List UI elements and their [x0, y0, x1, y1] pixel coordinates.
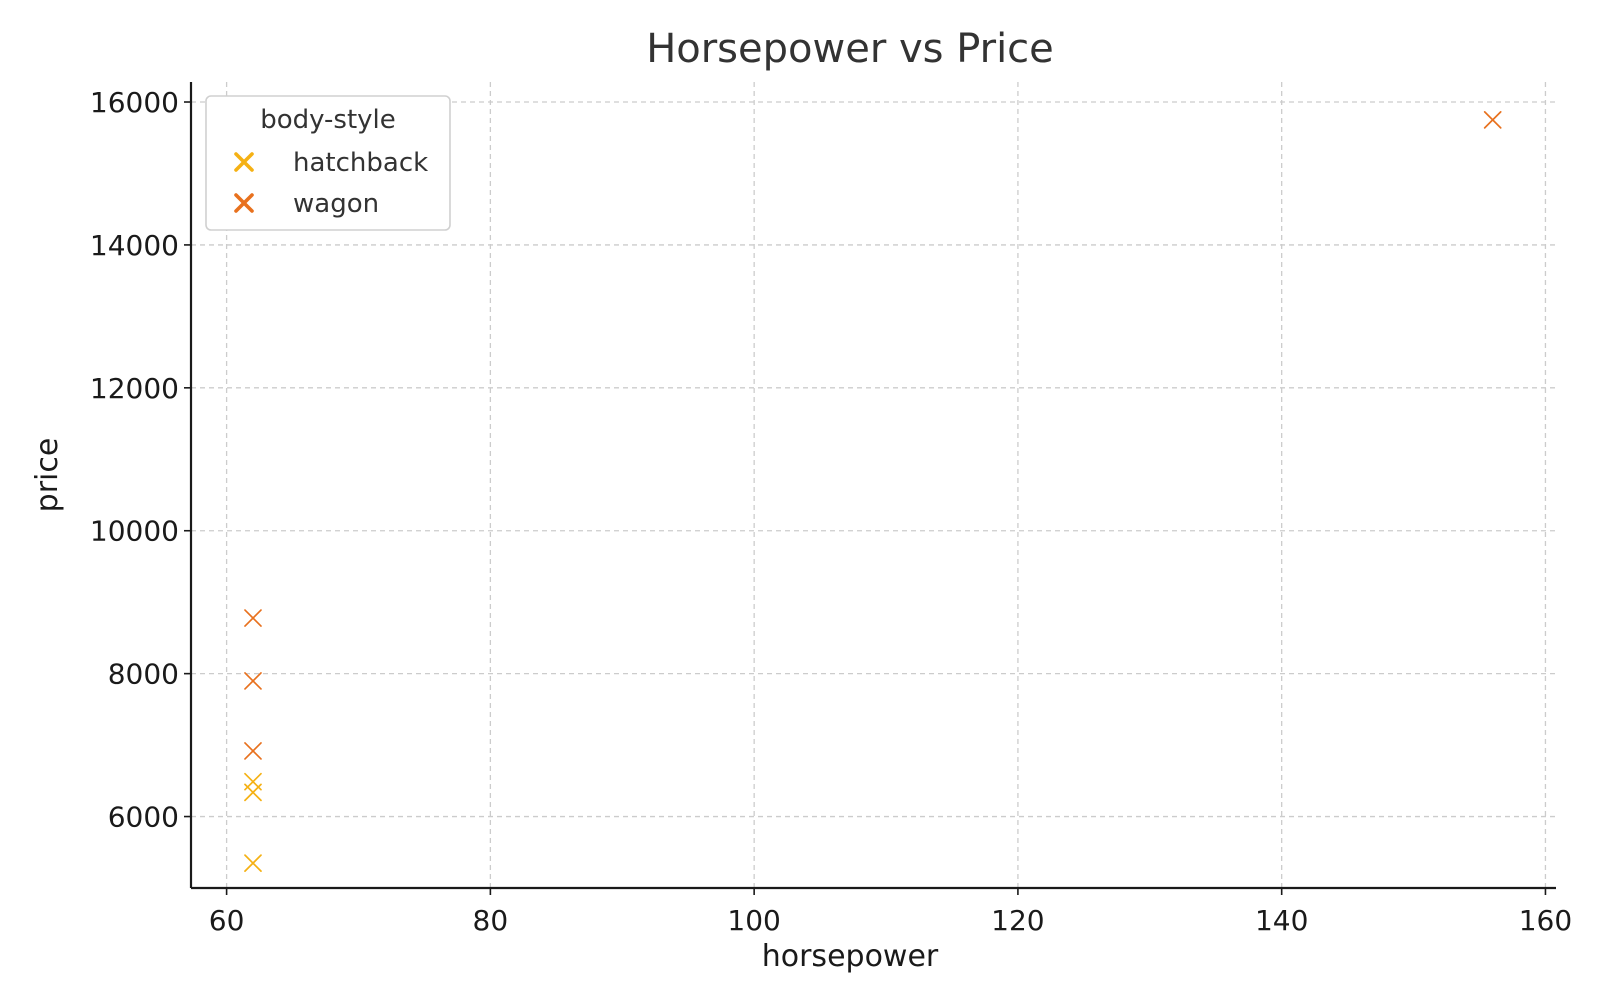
legend-title: body-style	[260, 105, 396, 135]
x-tick-label: 60	[209, 904, 245, 937]
y-tick-label: 12000	[90, 372, 179, 405]
data-points	[244, 111, 1502, 872]
legend-marker-wagon	[234, 193, 254, 213]
x-tick-label: 140	[1255, 904, 1308, 937]
y-axis-title: price	[30, 438, 65, 513]
data-point-hatchback	[244, 854, 262, 872]
data-point-wagon	[244, 609, 262, 627]
y-tick-label: 10000	[90, 515, 179, 548]
x-axis-title: horsepower	[762, 939, 939, 974]
data-point-wagon	[244, 742, 262, 760]
y-tick-label: 6000	[108, 801, 179, 834]
x-tick-label: 100	[727, 904, 780, 937]
data-point-wagon	[1483, 111, 1502, 129]
legend-label-wagon: wagon	[293, 189, 379, 219]
tick-labels: 60 80 100 120 140 160 6000 8000 10000 12000 14000 1…	[90, 86, 1572, 937]
x-tick-label: 120	[991, 904, 1044, 937]
legend-items: hatchback wagon	[234, 148, 428, 219]
y-tick-label: 16000	[90, 86, 179, 119]
legend: body-style hatchback wagon	[205, 95, 451, 231]
data-point-wagon	[244, 672, 262, 690]
x-tick-label: 160	[1519, 904, 1572, 937]
legend-label-hatchback: hatchback	[293, 148, 428, 178]
y-tick-label: 8000	[108, 658, 179, 691]
legend-box	[205, 95, 451, 231]
axes	[184, 82, 1556, 895]
legend-marker-hatchback	[234, 152, 254, 172]
x-tick-label: 80	[473, 904, 509, 937]
data-point-hatchback	[244, 783, 262, 802]
chart-title: Horsepower vs Price	[646, 26, 1054, 72]
y-tick-label: 14000	[90, 229, 179, 262]
